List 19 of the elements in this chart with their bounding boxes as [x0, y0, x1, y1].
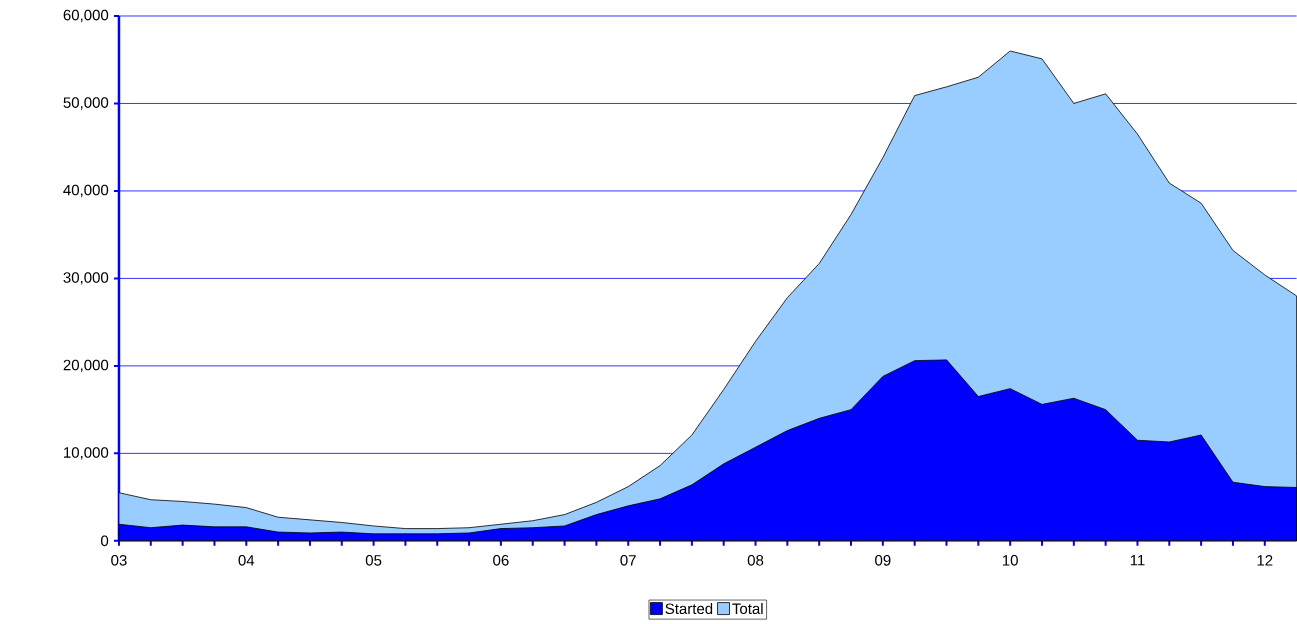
y-tick-label: 30,000 [63, 272, 109, 285]
y-tick-label: 0 [101, 535, 109, 547]
legend-label: Started [665, 603, 713, 615]
x-tick-label: 06 [493, 555, 509, 566]
legend-label: Total [732, 603, 763, 615]
x-tick-label: 07 [620, 555, 636, 566]
x-tick-label: 10 [1002, 555, 1018, 566]
x-tick-label: 09 [875, 555, 891, 566]
x-tick-label: 04 [238, 555, 255, 566]
x-tick-label: 11 [1130, 555, 1145, 566]
y-tick-label: 20,000 [63, 359, 109, 373]
y-tick-label: 60,000 [63, 9, 109, 23]
x-tick-label: 12 [1257, 555, 1273, 566]
x-tick-label: 03 [111, 555, 127, 566]
x-tick-label: 08 [747, 555, 764, 566]
y-tick-label: 40,000 [63, 184, 109, 198]
y-tick-label: 10,000 [64, 447, 109, 460]
y-tick-label: 50,000 [63, 97, 109, 110]
x-tick-label: 05 [365, 555, 382, 566]
